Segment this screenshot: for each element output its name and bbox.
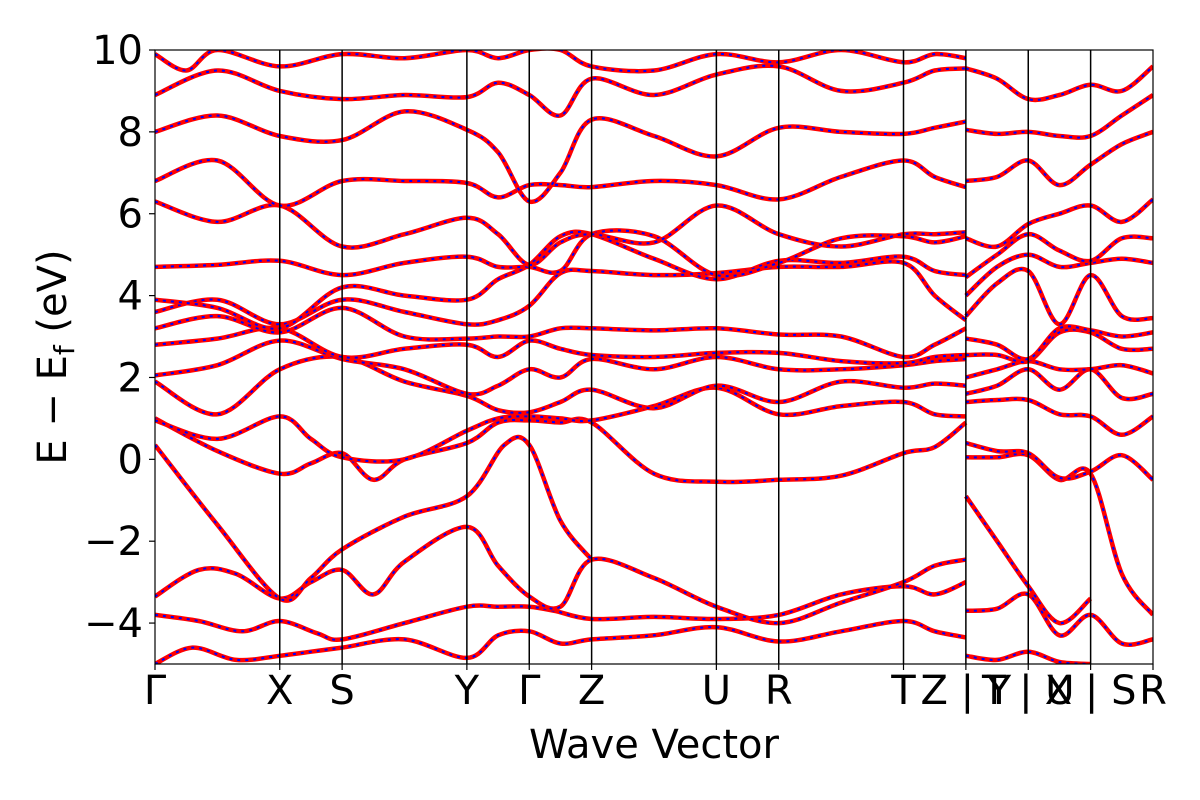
band-16-solid [155,63,967,118]
band-30-dashed [965,233,1153,279]
band-13-dashed [155,200,966,266]
x-tick-label-7: R [765,668,793,714]
x-tick-label-3: Y [454,668,480,714]
band-34-dashed [965,65,1153,101]
band-11-dashed [155,230,967,330]
y-axis-label-unit: (eV) [30,249,76,345]
band-24-dashed [965,368,1153,401]
x-tick-label-9: Z | Y [921,668,1012,714]
x-tick-label-6: U [702,668,731,714]
x-tick-label-10: T | U [981,668,1075,714]
y-tick-label-4: 2 [118,355,143,401]
x-tick-label-11: X | S [1045,668,1137,714]
band-31-dashed [965,198,1153,248]
band-14-solid [155,157,967,208]
band-28-dashed [965,268,1153,326]
band-2-dashed [155,525,967,625]
band-15-dashed [155,110,967,203]
x-tick-label-1: X [266,668,293,714]
y-tick-label-5: 0 [118,437,143,483]
x-tick-label-8: T [890,668,916,714]
band-25-dashed [965,360,1153,379]
band-10-dashed [155,260,967,326]
band-19-dashed [965,592,1153,646]
x-tick-label-4: Γ [518,668,541,714]
plot-frame [154,49,1154,665]
y-tick-label-2: 6 [118,192,143,238]
y-tick-label-0: 10 [92,28,143,74]
y-axis-label: E − Ef (eV) [30,249,81,464]
y-axis-label-main: E − E [30,355,76,465]
y-tick-label-6: −2 [84,519,143,565]
band-9-dashed [155,306,967,359]
band-29-dashed [965,253,1153,297]
y-tick-label-1: 8 [118,110,143,156]
x-tick-label-0: Γ [144,668,167,714]
band-33-solid [965,93,1153,140]
band-27-solid [965,324,1153,362]
x-tick-label-12: R [1139,668,1167,714]
band-3-dashed [155,436,593,602]
y-tick-label-7: −4 [84,601,143,647]
band-12-solid [155,228,967,279]
x-tick-label-2: S [329,668,354,714]
y-axis-ticks: 10 8 6 4 2 0 −2 −4 [84,28,155,647]
y-tick-label-3: 4 [118,274,143,320]
band-22-dashed [965,442,1153,481]
band-8-dashed [155,326,966,365]
band-7-dashed [155,339,966,396]
x-tick-label-5: Z [578,668,605,714]
kpoint-lines-group [279,50,1092,664]
band-5-dashed [155,386,966,463]
band-6-dashed [155,355,966,416]
band-26-dashed [965,328,1153,363]
band-20-dashed [965,495,1092,625]
band-32-solid [965,129,1153,188]
x-axis-label: Wave Vector [529,722,780,768]
band-23-dashed [965,397,1153,436]
band-18-dashed [965,650,1091,664]
y-axis-label-subscript: f [48,344,81,355]
